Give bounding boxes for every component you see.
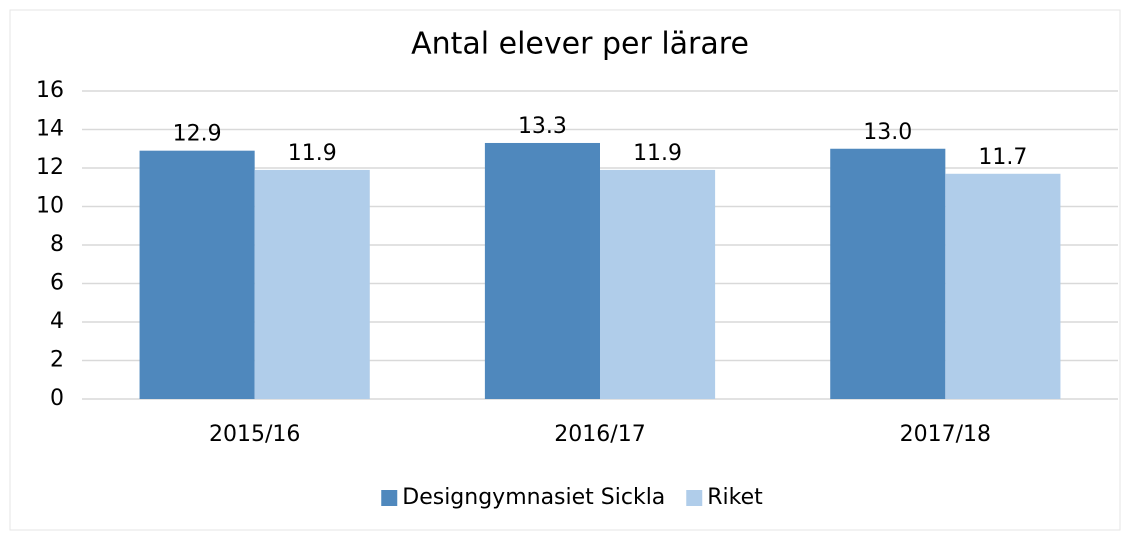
bar	[600, 169, 716, 399]
value-label: 11.7	[978, 145, 1027, 170]
y-tick-label: 4	[50, 309, 64, 334]
y-tick-label: 10	[36, 194, 64, 219]
value-label: 12.9	[173, 122, 222, 147]
value-label: 13.3	[518, 114, 567, 139]
legend-swatch	[686, 490, 703, 506]
value-label: 13.0	[863, 120, 912, 145]
y-tick-label: 6	[50, 271, 64, 296]
bar	[484, 142, 600, 399]
legend-label: Riket	[707, 485, 763, 510]
value-label: 11.9	[633, 141, 682, 166]
y-tick-label: 14	[36, 117, 64, 142]
bar	[254, 169, 370, 399]
y-tick-label: 8	[50, 232, 64, 257]
y-tick-label: 16	[36, 78, 64, 103]
chart-title: Antal elever per lärare	[411, 27, 749, 62]
x-tick-label: 2016/17	[554, 422, 645, 447]
x-tick-label: 2017/18	[900, 422, 991, 447]
y-tick-label: 2	[50, 348, 64, 373]
y-tick-label: 0	[50, 386, 64, 411]
value-label: 11.9	[288, 141, 337, 166]
legend-label: Designgymnasiet Sickla	[402, 485, 665, 510]
bar	[830, 148, 946, 399]
bar	[945, 173, 1061, 399]
y-tick-label: 12	[36, 155, 64, 180]
bar	[139, 150, 255, 399]
x-tick-label: 2015/16	[209, 422, 300, 447]
legend-swatch	[381, 490, 398, 506]
